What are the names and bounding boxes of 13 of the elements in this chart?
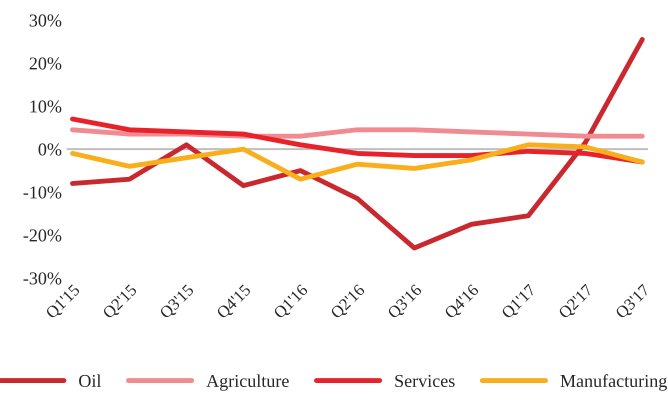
legend-label: Agriculture	[206, 374, 289, 391]
legend-label: Manufacturing	[560, 374, 667, 391]
legend-label: Services	[395, 374, 455, 388]
y-tick-label: -30%	[24, 272, 62, 285]
y-tick-label: -10%	[24, 186, 62, 199]
y-tick-label: -20%	[24, 229, 62, 242]
y-tick-label: 20%	[30, 57, 62, 70]
y-tick-label: 30%	[30, 14, 62, 27]
legend-label: Oil	[79, 374, 102, 388]
y-tick-label: 10%	[30, 100, 62, 113]
line-series	[70, 37, 645, 250]
line-series	[70, 142, 645, 182]
y-tick-label: 0%	[38, 143, 62, 156]
